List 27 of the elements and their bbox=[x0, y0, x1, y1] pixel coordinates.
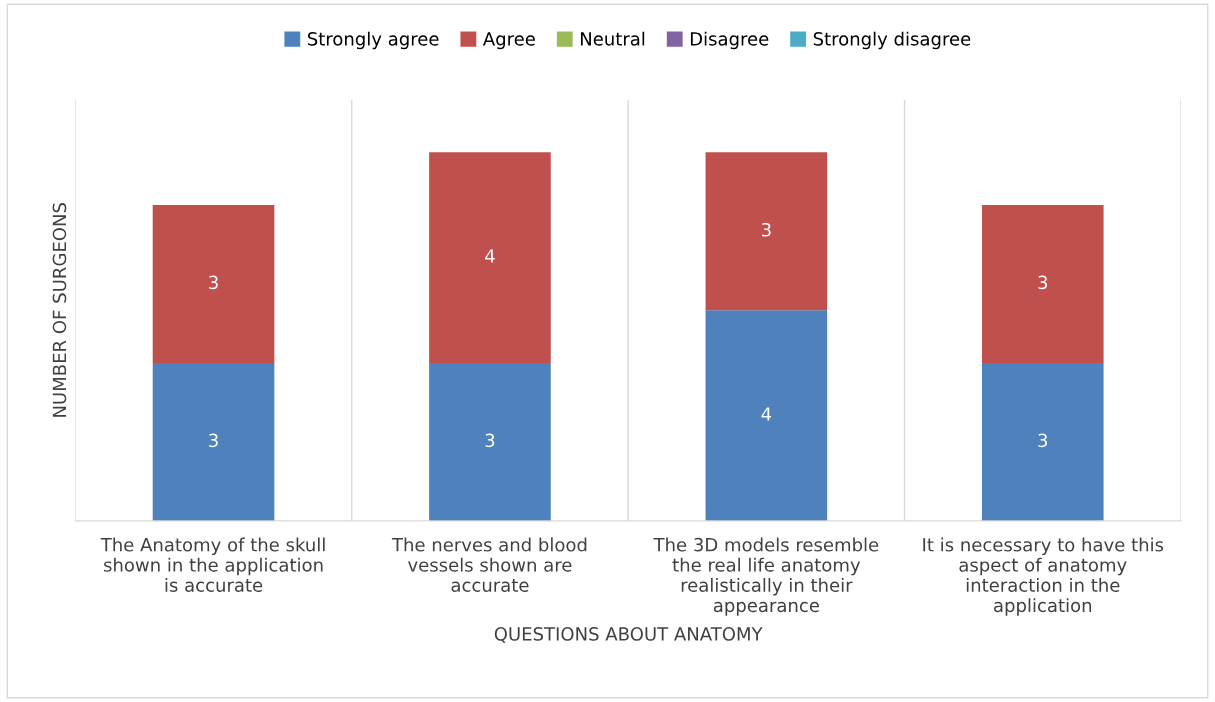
legend-label: Strongly disagree bbox=[813, 31, 971, 50]
data-label: 4 bbox=[761, 407, 772, 421]
bar bbox=[152, 204, 275, 363]
y-axis-title: NUMBER OF SURGEONS bbox=[52, 203, 67, 417]
data-label: 3 bbox=[1038, 275, 1048, 290]
x-tick-label: The nerves and blood vessels shown are accurate bbox=[391, 537, 587, 592]
x-tick-label: It is necessary to have this aspect of anatomy interaction in the application bbox=[923, 537, 1164, 616]
bar bbox=[981, 204, 1104, 363]
data-label: 4 bbox=[485, 249, 495, 263]
legend-label: Neutral bbox=[580, 31, 645, 46]
data-label: 3 bbox=[485, 433, 495, 448]
data-label: 3 bbox=[209, 433, 218, 448]
legend-label: Agree bbox=[482, 32, 535, 50]
bar bbox=[429, 152, 551, 363]
legend-label: Disagree bbox=[690, 31, 769, 50]
data-label: 3 bbox=[761, 222, 771, 237]
bar bbox=[705, 310, 828, 521]
legend-label: Strongly agree bbox=[307, 31, 439, 50]
x-tick-label: The 3D models resemble the real life anatomy realistically in their appearance bbox=[653, 537, 879, 616]
data-label: 3 bbox=[1038, 433, 1048, 448]
data-label: 3 bbox=[209, 275, 218, 290]
bar bbox=[152, 362, 275, 521]
bar bbox=[429, 362, 551, 521]
bar bbox=[705, 152, 828, 311]
bar bbox=[981, 362, 1104, 521]
x-axis-title: QUESTIONS ABOUT ANATOMY bbox=[494, 627, 763, 643]
x-tick-label: The Anatomy of the skull shown in the application is accurate bbox=[100, 537, 325, 592]
